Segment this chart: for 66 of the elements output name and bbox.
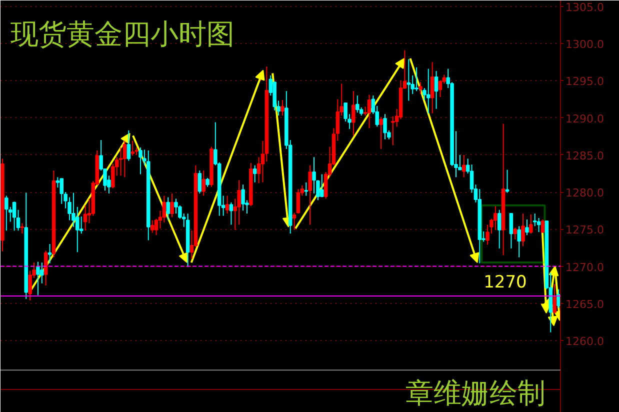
ref-line-label: 1270 xyxy=(484,272,527,292)
candlestick xyxy=(162,195,166,223)
candlestick xyxy=(540,218,545,234)
candlestick xyxy=(406,58,411,102)
candlestick xyxy=(497,209,502,249)
candlestick xyxy=(166,196,170,221)
candlestick xyxy=(505,169,510,194)
candlestick xyxy=(525,218,529,236)
candlestick xyxy=(150,220,154,234)
y-tick-label: 1300.0 xyxy=(566,38,604,52)
candlestick xyxy=(36,261,40,296)
candlestick xyxy=(513,227,518,240)
candlestick xyxy=(532,213,537,227)
candlestick xyxy=(352,90,356,136)
candlestick xyxy=(494,206,498,230)
candlestick xyxy=(414,66,418,92)
candlestick xyxy=(12,201,16,232)
y-tick-label: 1295.0 xyxy=(566,75,604,88)
candlestick xyxy=(552,284,556,314)
candlestick xyxy=(462,154,466,178)
candlestick xyxy=(308,164,312,226)
candlestick xyxy=(509,213,514,249)
candlestick xyxy=(418,82,422,95)
candlestick xyxy=(536,218,541,233)
candlestick xyxy=(252,164,257,183)
y-tick-label: 1270.0 xyxy=(566,260,604,274)
candlestick xyxy=(320,174,324,198)
y-tick-label: 1260.0 xyxy=(566,334,604,348)
candlestick xyxy=(170,193,174,218)
candlestick xyxy=(256,156,261,184)
candlestick xyxy=(198,170,202,194)
y-tick-label: 1265.0 xyxy=(566,298,604,311)
y-tick-label: 1285.0 xyxy=(566,149,604,162)
candlestick xyxy=(202,170,206,196)
candlestick xyxy=(383,114,387,140)
candlestick xyxy=(225,195,230,214)
candlestick xyxy=(126,130,131,162)
y-tick-label: 1290.0 xyxy=(566,112,604,126)
candlestick xyxy=(292,212,296,230)
candlestick xyxy=(356,95,360,114)
candlestick xyxy=(44,250,48,286)
candlestick xyxy=(241,184,245,212)
candlestick xyxy=(521,213,525,247)
candlestick xyxy=(130,140,134,156)
candlestick xyxy=(379,116,383,150)
candlestick xyxy=(280,99,284,116)
candlestick xyxy=(20,222,24,234)
y-tick-label: 1280.0 xyxy=(566,186,604,200)
candlestick xyxy=(296,188,300,214)
candlestick xyxy=(174,198,178,214)
candlestick xyxy=(138,146,142,175)
candlestick xyxy=(367,94,372,129)
candlestick xyxy=(229,202,234,226)
candlestick xyxy=(430,62,434,114)
candlestick xyxy=(529,214,533,234)
candlestick xyxy=(48,243,52,264)
candlestick xyxy=(517,226,521,258)
text: 现货黄金四小时图 xyxy=(10,18,234,50)
y-tick-label: 1305.0 xyxy=(566,0,604,14)
candlestick xyxy=(122,140,127,178)
candlestick xyxy=(434,70,438,110)
candlestick xyxy=(426,68,430,114)
candlestick xyxy=(60,178,64,204)
candlestick xyxy=(304,182,308,196)
candlestick xyxy=(4,195,8,232)
y-tick-label: 1275.0 xyxy=(566,224,604,237)
